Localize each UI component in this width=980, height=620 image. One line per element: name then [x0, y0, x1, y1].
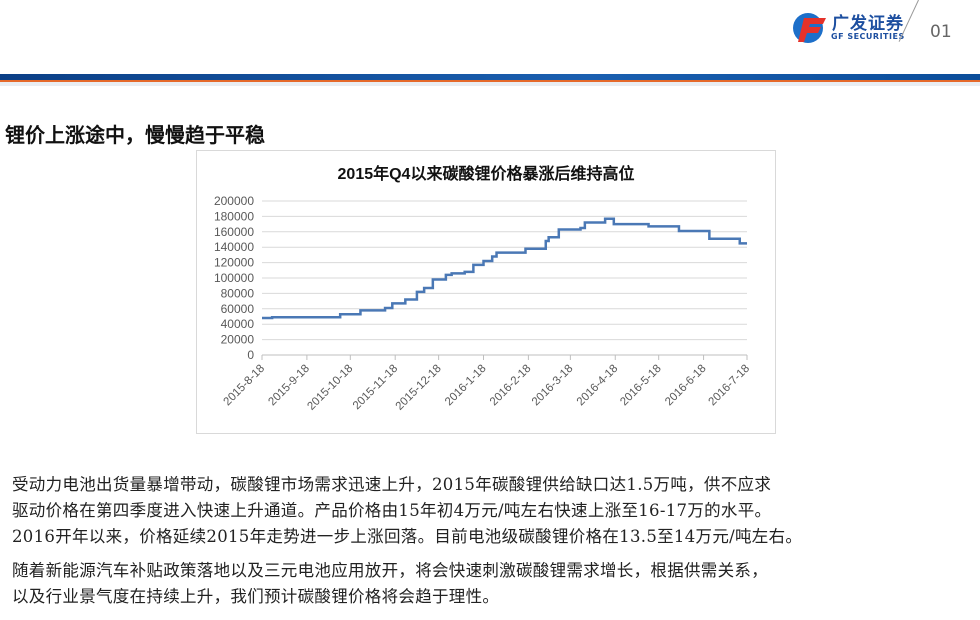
logo-text-cn: 广发证券 — [832, 14, 904, 34]
logo-text-en: GF SECURITIES — [831, 32, 905, 41]
y-tick-label: 140000 — [214, 240, 254, 254]
slide-title: 锂价上涨途中，慢慢趋于平稳 — [5, 123, 265, 147]
x-tick-label: 2016-5-18 — [618, 363, 664, 409]
y-tick-label: 120000 — [214, 256, 254, 270]
x-tick-label: 2015-12-18 — [394, 363, 444, 413]
x-tick-label: 2015-8-18 — [222, 363, 268, 409]
header-accent-line — [0, 80, 980, 82]
chart-title: 2015年Q4以来碳酸锂价格暴涨后维持高位 — [338, 164, 635, 183]
page-number: 01 — [930, 22, 952, 42]
header-shadow — [0, 82, 980, 86]
price-series-line — [262, 217, 747, 320]
y-tick-label: 160000 — [214, 225, 254, 239]
chart: 2015年Q4以来碳酸锂价格暴涨后维持高位 0 20000 40000 60000 80… — [196, 150, 776, 434]
x-tick-label: 2016-4-18 — [575, 363, 621, 409]
y-tick-label: 80000 — [221, 286, 255, 300]
y-tick-label: 0 — [247, 348, 254, 362]
y-tick-label: 100000 — [214, 271, 254, 285]
y-tick-label: 20000 — [221, 333, 255, 347]
x-tick-label: 2016-1-18 — [443, 363, 489, 409]
x-tick-label: 2015-10-18 — [305, 363, 355, 413]
x-tick-label: 2016-3-18 — [530, 363, 576, 409]
y-tick-label: 200000 — [214, 194, 254, 208]
body-line-2: 驱动价格在第四季度进入快速上升通道。产品价格由15年初4万元/吨左右快速上涨至1… — [12, 501, 772, 520]
body-line-5: 以及行业景气度在持续上升，我们预计碳酸锂价格将会趋于理性。 — [12, 587, 500, 606]
x-tick-label: 2015-9-18 — [266, 363, 312, 409]
y-tick-label: 180000 — [214, 209, 254, 223]
body-line-3: 2016开年以来，价格延续2015年走势进一步上涨回落。目前电池级碳酸锂价格在1… — [12, 527, 803, 546]
y-tick-label: 40000 — [221, 317, 255, 331]
header-bar — [0, 74, 980, 80]
body-line-1: 受动力电池出货量暴增带动，碳酸锂市场需求迅速上升，2015年碳酸锂供给缺口达1.… — [12, 475, 772, 494]
x-tick-label: 2016-6-18 — [663, 363, 709, 409]
x-tick-label: 2016-7-18 — [707, 363, 753, 409]
x-tick-label: 2016-2-18 — [488, 363, 534, 409]
y-tick-label: 60000 — [221, 302, 255, 316]
body-line-4: 随着新能源汽车补贴政策落地以及三元电池应用放开，将会快速刺激碳酸锂需求增长，根据… — [12, 561, 768, 580]
gf-logo-icon — [793, 13, 826, 43]
